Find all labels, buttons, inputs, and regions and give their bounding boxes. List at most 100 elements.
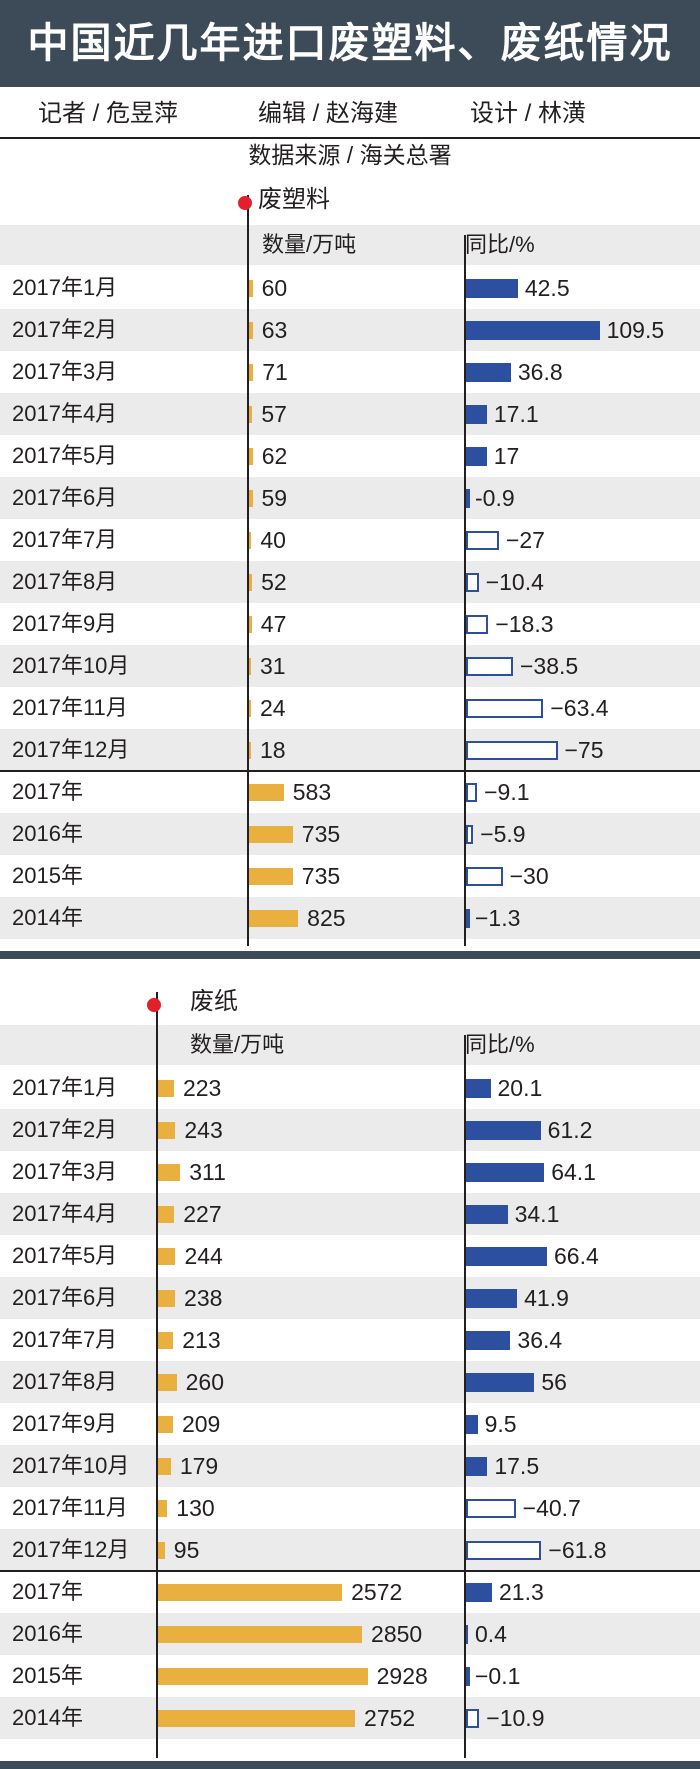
volume-value: 260 <box>185 1369 224 1395</box>
volume-axis <box>156 992 158 1758</box>
table-row: 2017年11月 24 −63.4 <box>0 687 700 729</box>
volume-value: 735 <box>301 821 341 847</box>
yoy-bar <box>466 1373 535 1392</box>
volume-bar <box>158 1290 176 1307</box>
yoy-value: -0.9 <box>475 485 515 511</box>
designer-credit: 设计 / 林潢 <box>470 100 587 127</box>
period-label: 2017年7月 <box>12 1327 118 1352</box>
period-label: 2017年1月 <box>12 275 118 300</box>
yoy-bar <box>466 1583 492 1602</box>
volume-bar <box>158 1206 175 1223</box>
yoy-value: 61.2 <box>547 1117 593 1143</box>
volume-value: 71 <box>262 359 288 385</box>
yoy-value: −40.7 <box>522 1495 581 1521</box>
volume-bar <box>249 784 284 801</box>
volume-value: 40 <box>260 527 286 553</box>
table-row: 2014年 825 −1.3 <box>0 897 700 939</box>
yoy-value: 34.1 <box>514 1201 560 1227</box>
table-row: 2017年2月 63 109.5 <box>0 309 700 351</box>
volume-value: 31 <box>260 653 286 679</box>
volume-value: 179 <box>179 1453 219 1479</box>
volume-bar <box>249 910 299 927</box>
volume-value: 62 <box>261 443 288 469</box>
volume-bar <box>249 448 253 465</box>
table-row: 2017年2月 243 61.2 <box>0 1109 700 1151</box>
table-row: 2015年 2928 −0.1 <box>0 1655 700 1697</box>
volume-value: 2572 <box>351 1579 403 1605</box>
yoy-value: 20.1 <box>497 1075 543 1101</box>
yoy-value: −27 <box>505 527 545 553</box>
volume-value: 244 <box>184 1243 223 1269</box>
volume-bar <box>158 1626 363 1643</box>
period-label: 2017年6月 <box>12 1285 118 1310</box>
yoy-bar <box>466 279 518 298</box>
yoy-value: 36.4 <box>517 1327 563 1353</box>
period-label: 2017年6月 <box>12 485 118 510</box>
yoy-value: 42.5 <box>524 275 570 301</box>
table-row: 2017年4月 57 17.1 <box>0 393 700 435</box>
period-label: 2017年10月 <box>12 653 130 678</box>
period-label: 2017年10月 <box>12 1453 130 1478</box>
yoy-value: −30 <box>509 863 549 889</box>
section-divider <box>0 951 700 959</box>
yoy-bar <box>466 1415 478 1434</box>
table-row: 2017年9月 47 −18.3 <box>0 603 700 645</box>
table-row: 2017年6月 238 41.9 <box>0 1277 700 1319</box>
yoy-axis <box>464 235 466 946</box>
yoy-bar <box>466 1709 480 1728</box>
bottom-divider <box>0 1761 700 1769</box>
yoy-bar <box>466 363 511 382</box>
volume-value: 2752 <box>364 1705 416 1731</box>
period-label: 2014年 <box>12 1705 83 1730</box>
volume-bar <box>158 1248 176 1265</box>
table-row: 2017年8月 52 −10.4 <box>0 561 700 603</box>
volume-value: 57 <box>261 401 287 427</box>
yoy-value: −63.4 <box>550 695 609 721</box>
volume-bar <box>249 364 254 381</box>
volume-bar <box>158 1122 176 1139</box>
volume-value: 735 <box>301 863 341 889</box>
yoy-bar <box>466 1163 545 1182</box>
volume-value: 24 <box>260 695 286 721</box>
volume-bar <box>158 1374 177 1391</box>
table-row: 2017年1月 60 42.5 <box>0 267 700 309</box>
yoy-bar <box>466 531 499 550</box>
header-band <box>0 1025 700 1065</box>
volume-value: 59 <box>261 485 288 511</box>
marker-dot <box>147 998 161 1012</box>
period-label: 2017年 <box>12 1579 83 1604</box>
yoy-value: −10.4 <box>485 569 544 595</box>
yoy-value: 41.9 <box>524 1285 569 1311</box>
yoy-bar <box>466 1667 470 1686</box>
volume-value: 238 <box>184 1285 223 1311</box>
volume-value: 130 <box>176 1495 215 1521</box>
yoy-value: 9.5 <box>484 1411 517 1437</box>
table-row: 2017年7月 40 −27 <box>0 519 700 561</box>
section-title: 废塑料 <box>258 186 330 213</box>
yoy-bar <box>466 1331 511 1350</box>
yoy-bar <box>466 1121 541 1140</box>
period-label: 2017年12月 <box>12 737 130 762</box>
yoy-column-header: 同比/% <box>465 1032 535 1057</box>
volume-value: 213 <box>182 1327 221 1353</box>
yoy-value: 17.5 <box>494 1453 540 1479</box>
period-label: 2017年1月 <box>12 1075 118 1100</box>
period-label: 2016年 <box>12 1621 83 1646</box>
yoy-bar <box>466 321 600 340</box>
volume-bar <box>158 1668 368 1685</box>
period-label: 2017年11月 <box>12 1495 128 1520</box>
period-label: 2017年3月 <box>12 359 118 384</box>
volume-value: 18 <box>260 737 286 763</box>
period-label: 2017年3月 <box>12 1159 118 1184</box>
yoy-bar <box>466 741 558 760</box>
volume-bar <box>158 1710 356 1727</box>
yoy-value: −75 <box>564 737 604 763</box>
period-label: 2017年9月 <box>12 1411 118 1436</box>
period-label: 2017年2月 <box>12 317 118 342</box>
table-row: 2017年10月 179 17.5 <box>0 1445 700 1487</box>
yoy-bar <box>466 1289 518 1308</box>
volume-bar <box>158 1500 168 1517</box>
period-label: 2015年 <box>12 1663 83 1688</box>
totals-separator <box>0 770 700 772</box>
volume-value: 223 <box>182 1075 222 1101</box>
